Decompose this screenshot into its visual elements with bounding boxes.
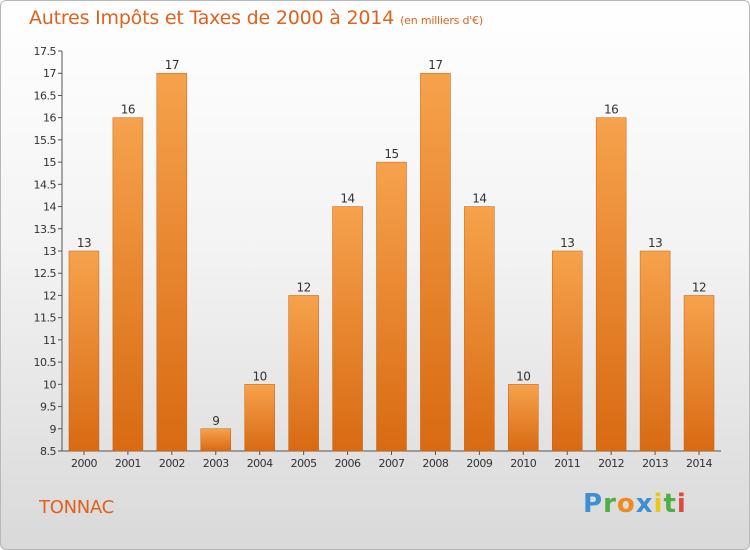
y-tick-label: 17 (43, 67, 56, 80)
bar-2005 (288, 295, 319, 452)
x-tick-label: 2007 (379, 457, 405, 470)
y-tick-label: 12 (43, 289, 56, 302)
logo-letter: x (635, 489, 654, 519)
data-label-2012: 16 (604, 103, 618, 117)
bar-2001 (112, 117, 144, 452)
x-tick-label: 2012 (598, 457, 624, 470)
data-label-2005: 12 (296, 280, 310, 294)
logo-letter: t (663, 489, 677, 519)
data-label-2011: 13 (560, 236, 574, 250)
x-tick-label: 2004 (247, 457, 273, 470)
x-tick-label: 2009 (466, 457, 492, 470)
y-tick-label: 16.5 (34, 89, 57, 102)
data-label-2004: 10 (253, 369, 267, 383)
data-label-2002: 17 (165, 58, 179, 72)
bar-2014 (683, 295, 715, 452)
y-tick-label: 17.5 (34, 45, 57, 58)
data-label-2010: 10 (516, 369, 530, 383)
place-name: TONNAC (39, 497, 114, 518)
y-tick-label: 15 (43, 156, 56, 169)
x-tick-label: 2008 (422, 457, 448, 470)
y-tick-label: 11.5 (34, 312, 57, 325)
x-tick-label: 2003 (203, 457, 229, 470)
bar-2000 (68, 250, 100, 452)
proxiti-logo: Proxiti (583, 489, 687, 519)
y-tick-label: 16 (43, 112, 56, 125)
x-tick-label: 2000 (71, 457, 97, 470)
y-tick-label: 9.5 (40, 401, 56, 414)
data-label-2000: 13 (77, 236, 91, 250)
x-tick-label: 2011 (554, 457, 580, 470)
logo-text: Proxiti (583, 489, 687, 519)
data-label-2014: 12 (692, 280, 706, 294)
bar-2004 (244, 384, 275, 452)
y-tick-label: 11 (43, 334, 56, 347)
logo-letter: r (603, 489, 617, 519)
y-tick-label: 13.5 (34, 223, 57, 236)
y-tick-label: 14 (43, 201, 56, 214)
bar-2012 (595, 117, 627, 452)
x-tick-label: 2002 (159, 457, 185, 470)
data-label-2009: 14 (472, 192, 486, 206)
logo-letter: o (616, 489, 636, 519)
bar-2010 (508, 384, 539, 452)
y-tick-label: 12.5 (34, 267, 57, 280)
data-label-2008: 17 (428, 58, 442, 72)
bar-2003 (200, 428, 232, 452)
x-tick-label: 2013 (642, 457, 668, 470)
x-tick-label: 2001 (115, 457, 141, 470)
y-tick-label: 13 (43, 245, 56, 258)
chart-title-text: Autres Impôts et Taxes de 2000 à 2014 (29, 7, 395, 29)
data-label-2003: 9 (212, 414, 219, 428)
bar-2007 (376, 161, 407, 452)
y-tick-label: 10 (43, 378, 56, 391)
bar-2006 (332, 206, 363, 452)
x-tick-label: 2014 (686, 457, 712, 470)
logo-letter: i (676, 489, 687, 519)
bar-2002 (156, 72, 188, 452)
y-tick-label: 15.5 (34, 134, 57, 147)
y-tick-label: 10.5 (34, 356, 57, 369)
x-tick-label: 2006 (335, 457, 361, 470)
y-tick-label: 8.5 (40, 445, 56, 458)
bar-2008 (420, 72, 451, 452)
logo-letter: P (583, 489, 604, 519)
chart-subtitle: (en milliers d'€) (400, 14, 483, 27)
x-tick-label: 2010 (510, 457, 536, 470)
bar-2013 (639, 250, 671, 452)
data-label-2007: 15 (384, 147, 398, 161)
y-tick-label: 9 (50, 423, 57, 436)
data-label-2006: 14 (340, 192, 354, 206)
data-label-2013: 13 (648, 236, 662, 250)
data-label-2001: 16 (121, 103, 135, 117)
y-tick-label: 14.5 (34, 178, 57, 191)
logo-letter: i (653, 489, 664, 519)
chart-title: Autres Impôts et Taxes de 2000 à 2014 (en… (29, 7, 483, 29)
bar-2011 (551, 250, 583, 452)
x-tick-label: 2005 (291, 457, 317, 470)
bar-2009 (464, 206, 495, 452)
